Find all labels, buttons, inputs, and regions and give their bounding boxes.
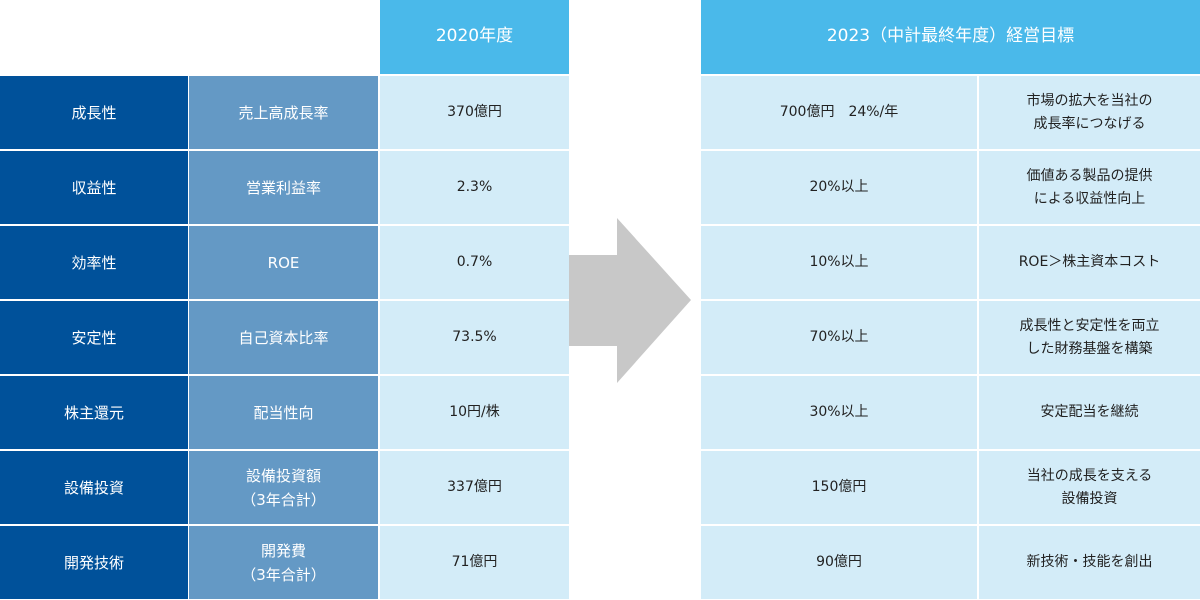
- target-note-cell: 成長性と安定性を両立 した財務基盤を構築: [979, 301, 1200, 374]
- value-2020-cell-text: 10円/株: [449, 404, 500, 421]
- header-2023-label: 2023（中計最終年度）経営目標: [826, 26, 1075, 47]
- target-2023-cell-text: 150億円: [811, 479, 867, 496]
- value-2020-cell-text: 2.3%: [456, 179, 493, 196]
- target-note-cell-text: 新技術・技能を創出: [1026, 554, 1153, 571]
- right-arrow-icon: [569, 218, 691, 383]
- target-note-cell: 価値ある製品の提供 による収益性向上: [979, 151, 1200, 224]
- category-cell-text: 効率性: [71, 253, 117, 272]
- target-note-cell-text: 市場の拡大を当社の 成長率につなげる: [1026, 93, 1153, 132]
- category-cell: 収益性: [0, 151, 188, 224]
- target-2023-cell: 700億円 24%/年: [701, 76, 977, 149]
- category-cell-text: 株主還元: [63, 403, 124, 422]
- value-2020-cell-text: 0.7%: [456, 254, 493, 271]
- metric-cell: ROE: [189, 226, 378, 299]
- value-2020-cell: 73.5%: [380, 301, 569, 374]
- value-2020-cell: 2.3%: [380, 151, 569, 224]
- target-2023-cell-text: 700億円 24%/年: [779, 104, 899, 121]
- target-2023-cell: 30%以上: [701, 376, 977, 449]
- metric-cell: 売上高成長率: [189, 76, 378, 149]
- value-2020-cell-text: 370億円: [447, 104, 502, 121]
- target-note-cell-text: 当社の成長を支える 設備投資: [1026, 468, 1153, 507]
- value-2020-cell: 71億円: [380, 526, 569, 599]
- target-2023-cell-text: 70%以上: [809, 329, 869, 346]
- metric-cell-text: 開発費 （3年合計）: [241, 541, 326, 584]
- header-2023-target: 2023（中計最終年度）経営目標: [701, 0, 1200, 74]
- metric-cell: 配当性向: [189, 376, 378, 449]
- target-note-cell: 安定配当を継続: [979, 376, 1200, 449]
- value-2020-cell: 370億円: [380, 76, 569, 149]
- target-note-cell-text: ROE＞株主資本コスト: [1018, 254, 1161, 271]
- metric-cell: 開発費 （3年合計）: [189, 526, 378, 599]
- category-cell-text: 安定性: [71, 328, 117, 347]
- target-2023-cell: 90億円: [701, 526, 977, 599]
- category-cell: 成長性: [0, 76, 188, 149]
- value-2020-cell: 0.7%: [380, 226, 569, 299]
- target-note-cell: 新技術・技能を創出: [979, 526, 1200, 599]
- target-2023-cell-text: 10%以上: [809, 254, 869, 271]
- target-2023-cell-text: 30%以上: [809, 404, 869, 421]
- metric-cell: 営業利益率: [189, 151, 378, 224]
- category-cell: 株主還元: [0, 376, 188, 449]
- metric-cell-text: ROE: [267, 253, 300, 272]
- target-note-cell-text: 安定配当を継続: [1040, 404, 1139, 421]
- value-2020-cell-text: 71億円: [451, 554, 498, 571]
- value-2020-cell: 10円/株: [380, 376, 569, 449]
- category-cell: 設備投資: [0, 451, 188, 524]
- value-2020-cell: 337億円: [380, 451, 569, 524]
- category-cell-text: 開発技術: [63, 553, 124, 572]
- target-note-cell: 市場の拡大を当社の 成長率につなげる: [979, 76, 1200, 149]
- value-2020-cell-text: 73.5%: [452, 329, 497, 346]
- metric-cell-text: 設備投資額 （3年合計）: [241, 466, 326, 509]
- metric-cell: 自己資本比率: [189, 301, 378, 374]
- category-cell-text: 収益性: [71, 178, 117, 197]
- category-cell: 安定性: [0, 301, 188, 374]
- target-2023-cell: 150億円: [701, 451, 977, 524]
- target-note-cell-text: 成長性と安定性を両立 した財務基盤を構築: [1019, 318, 1160, 357]
- target-2023-cell-text: 20%以上: [809, 179, 869, 196]
- target-note-cell: 当社の成長を支える 設備投資: [979, 451, 1200, 524]
- metric-cell-text: 売上高成長率: [238, 103, 329, 122]
- header-2020: 2020年度: [380, 0, 569, 74]
- target-2023-cell-text: 90億円: [816, 554, 862, 571]
- metric-cell-text: 配当性向: [253, 403, 314, 422]
- metric-cell-text: 営業利益率: [245, 178, 321, 197]
- category-cell: 開発技術: [0, 526, 188, 599]
- target-2023-cell: 70%以上: [701, 301, 977, 374]
- target-2023-cell: 20%以上: [701, 151, 977, 224]
- target-note-cell: ROE＞株主資本コスト: [979, 226, 1200, 299]
- header-2020-label: 2020年度: [435, 26, 514, 47]
- target-note-cell-text: 価値ある製品の提供 による収益性向上: [1026, 168, 1153, 207]
- category-cell-text: 設備投資: [63, 478, 124, 497]
- category-cell-text: 成長性: [71, 103, 117, 122]
- metric-cell: 設備投資額 （3年合計）: [189, 451, 378, 524]
- category-cell: 効率性: [0, 226, 188, 299]
- metric-cell-text: 自己資本比率: [238, 328, 329, 347]
- target-2023-cell: 10%以上: [701, 226, 977, 299]
- value-2020-cell-text: 337億円: [447, 479, 502, 496]
